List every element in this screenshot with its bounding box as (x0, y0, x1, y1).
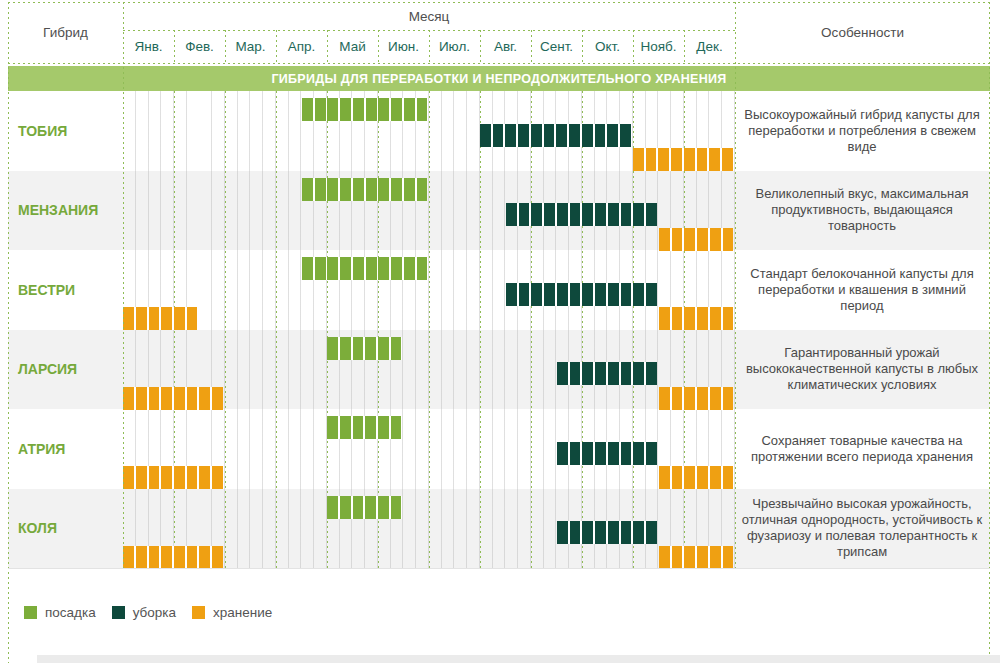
features-column-divider (735, 2, 736, 568)
bar-uborka (557, 521, 657, 544)
hybrid-feature-text: Чрезвычайно высокая урожайность, отлична… (737, 489, 987, 569)
month-label: Фев. (174, 30, 225, 63)
month-boundary-line (531, 30, 532, 63)
bar-khranenie (123, 387, 223, 410)
table-bottom-edge (8, 568, 990, 569)
hybrid-feature-text: Великолепный вкус, максимальная продукти… (737, 171, 987, 251)
month-boundary-line (531, 91, 532, 568)
hybrid-feature-text: Сохраняет товарные качества на протяжени… (737, 409, 987, 489)
bar-uborka (506, 283, 657, 306)
bar-khranenie (659, 307, 734, 330)
bar-khranenie (633, 148, 733, 171)
month-boundary-line (276, 30, 277, 63)
hybrid-name: КОЛЯ (18, 489, 57, 569)
bar-khranenie (659, 387, 734, 410)
month-boundary-line (582, 30, 583, 63)
month-label: Май (327, 30, 378, 63)
table-border-left (8, 2, 9, 663)
section-banner: ГИБРИДЫ ДЛЯ ПЕРЕРАБОТКИ И НЕПРОДОЛЖИТЕЛЬ… (8, 66, 990, 91)
bar-posadka (327, 496, 402, 519)
hybrid-feature-text: Гарантированный урожай высококачественно… (737, 330, 987, 410)
bar-khranenie (123, 466, 223, 489)
legend-swatch-posadka (24, 606, 37, 619)
month-label: Апр. (276, 30, 327, 63)
legend-label: посадка (45, 605, 96, 620)
month-boundary-line (582, 91, 583, 568)
hybrid-name: ВЕСТРИ (18, 250, 75, 330)
month-label: Янв. (123, 30, 174, 63)
hybrid-name: ЛАРСИЯ (18, 330, 77, 410)
bar-khranenie (659, 228, 734, 251)
hybrid-name: ТОБИЯ (18, 91, 67, 171)
hybrid-column-divider (123, 2, 124, 568)
table-border-top (8, 2, 990, 3)
seed-calendar-table: Гибрид Месяц Особенности Янв.Фев.Мар.Апр… (0, 0, 1000, 663)
hybrid-name: МЕНЗАНИЯ (18, 171, 98, 251)
legend-swatch-uborka (112, 606, 125, 619)
legend-label: хранение (213, 605, 272, 620)
bar-posadka (302, 257, 428, 280)
month-label: Авг. (480, 30, 531, 63)
hybrid-name: АТРИЯ (18, 409, 65, 489)
month-label: Сент. (531, 30, 582, 63)
bar-khranenie (123, 307, 198, 330)
month-boundary-line (225, 30, 226, 63)
month-label: Дек. (684, 30, 735, 63)
month-boundary-line (480, 30, 481, 63)
hybrid-feature-text: Высокоурожайный гибрид капусты для перер… (737, 91, 987, 171)
legend-label: уборка (133, 605, 176, 620)
month-label: Окт. (582, 30, 633, 63)
header-bottom-divider (8, 63, 990, 64)
legend-item-khranenie: хранение (192, 605, 272, 620)
bar-khranenie (659, 466, 734, 489)
bar-uborka (557, 362, 657, 385)
month-label: Июл. (429, 30, 480, 63)
bar-uborka (557, 442, 657, 465)
bar-khranenie (659, 546, 734, 569)
bar-uborka (506, 203, 657, 226)
hybrid-column-header: Гибрид (8, 2, 123, 63)
bar-posadka (302, 98, 428, 121)
legend-swatch-khranenie (192, 606, 205, 619)
month-boundary-line (327, 30, 328, 63)
bar-uborka (480, 124, 631, 147)
bar-posadka (302, 178, 428, 201)
month-boundary-line (276, 91, 277, 568)
month-boundary-line (633, 30, 634, 63)
month-group-header: Месяц (123, 2, 735, 30)
bar-posadka (327, 337, 402, 360)
month-boundary-line (684, 30, 685, 63)
legend-item-uborka: уборка (112, 605, 176, 620)
month-boundary-line (378, 30, 379, 63)
month-boundary-line (174, 30, 175, 63)
table-border-right (989, 2, 990, 663)
month-label: Июн. (378, 30, 429, 63)
month-boundary-line (480, 91, 481, 568)
bar-posadka (327, 416, 402, 439)
month-label: Мар. (225, 30, 276, 63)
month-label: Нояб. (633, 30, 684, 63)
month-boundary-line (429, 91, 430, 568)
bar-khranenie (123, 546, 223, 569)
month-boundary-line (429, 30, 430, 63)
page-bottom-strip (37, 655, 1000, 663)
hybrid-feature-text: Стандарт белокочанной капусты для перера… (737, 250, 987, 330)
features-column-header: Особенности (735, 2, 990, 63)
month-boundary-line (225, 91, 226, 568)
legend: посадка уборка хранение (24, 605, 272, 620)
legend-item-posadka: посадка (24, 605, 96, 620)
month-header-divider (123, 30, 735, 31)
